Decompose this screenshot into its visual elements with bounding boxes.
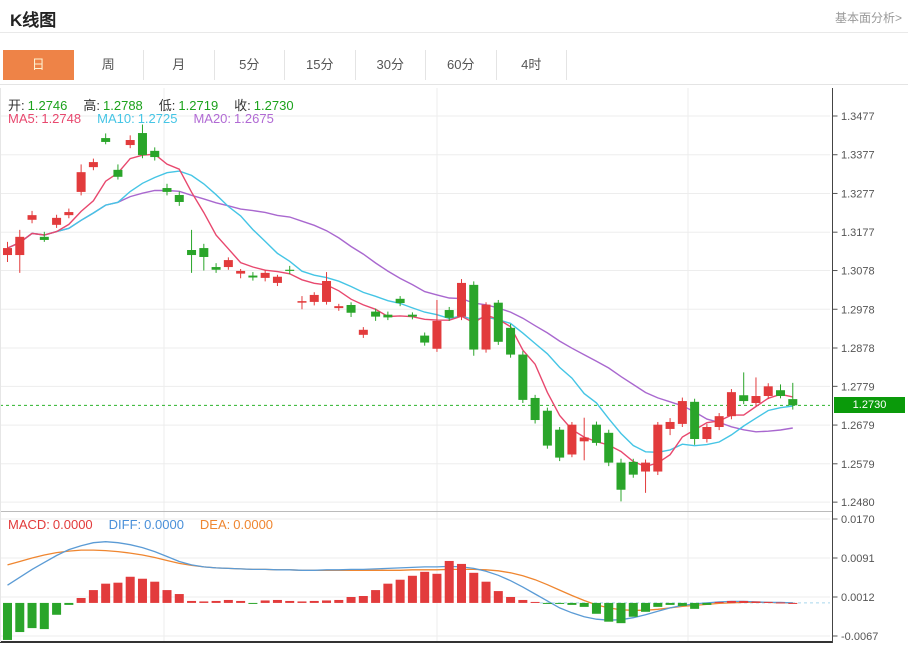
grid-layer	[0, 88, 830, 642]
axis-layer: 1.3477 1.3377 1.3277 1.3177 1.3078 1.2978 1.28…	[0, 88, 878, 643]
tab-week[interactable]: 周	[73, 50, 144, 80]
page-title: K线图	[10, 11, 57, 30]
svg-text:1.3078: 1.3078	[841, 266, 875, 278]
svg-text:0.0091: 0.0091	[841, 553, 875, 565]
legend-item: MACD: 0.0000	[8, 517, 93, 532]
tab-60min[interactable]: 60分	[426, 50, 497, 80]
legend-item: 高: 1.2788	[83, 98, 143, 113]
tab-day[interactable]: 日	[3, 50, 74, 80]
fundamental-analysis-link[interactable]: 基本面分析>	[834, 11, 902, 25]
svg-text:1.2779: 1.2779	[841, 381, 875, 393]
legend-item: 收: 1.2730	[234, 98, 294, 113]
svg-text:1.3177: 1.3177	[841, 227, 875, 239]
svg-text:1.2579: 1.2579	[841, 459, 875, 471]
legend-item: MA10: 1.2725	[97, 111, 178, 126]
svg-text:0.0012: 0.0012	[841, 592, 875, 604]
period-tabbar: 日周月 5分 15分 30分 60分 4时	[3, 50, 567, 80]
svg-text:1.2679: 1.2679	[841, 420, 875, 432]
legend-item: DIFF: 0.0000	[108, 517, 184, 532]
legend-item: MA5: 1.2748	[8, 111, 82, 126]
legend-item: 开: 1.2746	[8, 98, 68, 113]
tab-30min[interactable]: 30分	[355, 50, 426, 80]
legend-item: 低: 1.2719	[158, 98, 219, 113]
title-divider	[0, 32, 908, 33]
candles-layer	[3, 124, 798, 640]
ma-legend: MA5: 1.2748 MA10: 1.2725 MA20: 1.2675	[8, 111, 290, 126]
line-layer	[7, 153, 793, 621]
legend-item: DEA: 0.0000	[199, 517, 274, 532]
svg-text:1.2878: 1.2878	[841, 343, 875, 355]
svg-text:0.0170: 0.0170	[841, 514, 875, 526]
svg-text:1.2480: 1.2480	[841, 497, 875, 509]
svg-text:1.2978: 1.2978	[841, 304, 875, 316]
tabbar-underline	[0, 84, 908, 85]
svg-text:1.3377: 1.3377	[841, 150, 875, 162]
svg-text:1.3277: 1.3277	[841, 188, 875, 200]
svg-text:1.3477: 1.3477	[841, 111, 875, 123]
tab-4hour[interactable]: 4时	[496, 50, 567, 80]
svg-text:-0.0067: -0.0067	[841, 631, 878, 643]
tab-month[interactable]: 月	[144, 50, 215, 80]
current-price-badge: 1.2730	[834, 397, 905, 414]
tab-5min[interactable]: 5分	[214, 50, 285, 80]
ohlc-legend: 开: 1.2746 高: 1.2788 低: 1.2719 收: 1.2730	[8, 95, 310, 114]
legend-item: MA20: 1.2675	[193, 111, 274, 126]
macd-legend: MACD: 0.0000 DIFF: 0.0000 DEA: 0.0000	[8, 517, 289, 532]
tab-15min[interactable]: 15分	[285, 50, 356, 80]
